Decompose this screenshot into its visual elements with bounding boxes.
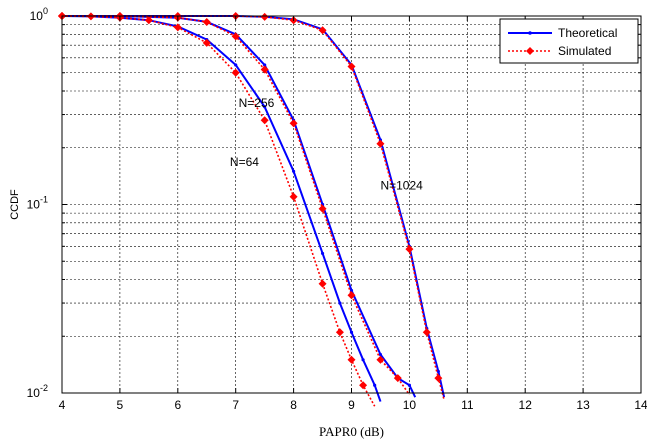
data-point xyxy=(361,358,365,362)
data-point xyxy=(263,63,267,67)
annotations: N=256 N=64 N=1024 xyxy=(230,96,423,193)
data-point-diamond xyxy=(202,38,211,47)
legend-item-simulated: Simulated xyxy=(508,44,611,58)
legend-label: Theoretical xyxy=(558,26,617,40)
legend-marker-diamond xyxy=(526,47,534,55)
data-point-diamond xyxy=(173,23,182,32)
data-point-diamond xyxy=(376,355,385,364)
x-tick-label: 7 xyxy=(232,398,239,412)
x-tick-label: 13 xyxy=(576,398,590,412)
data-point xyxy=(234,63,238,67)
data-point xyxy=(407,383,411,387)
y-tick-label: 10-1 xyxy=(27,195,48,212)
series-line xyxy=(61,15,376,407)
data-point xyxy=(338,301,342,305)
x-axis-label: PAPR0 (dB) xyxy=(319,424,384,439)
legend-box xyxy=(499,18,639,64)
data-point-diamond xyxy=(335,328,344,337)
data-point-diamond xyxy=(260,65,269,74)
y-axis-label: CCDF xyxy=(9,189,21,220)
data-point xyxy=(378,352,383,357)
data-point-diamond xyxy=(289,119,298,128)
data-point-diamond xyxy=(376,139,385,148)
data-point xyxy=(436,369,440,374)
x-tick-label: 12 xyxy=(519,398,533,412)
data-point-diamond xyxy=(318,204,327,213)
data-point-diamond xyxy=(347,355,356,364)
legend-label: Simulated xyxy=(558,44,611,58)
data-point-diamond xyxy=(393,374,402,383)
data-point xyxy=(349,288,354,293)
data-point-diamond xyxy=(144,16,153,25)
data-point-diamond xyxy=(231,68,240,77)
data-point xyxy=(373,383,377,387)
data-point-diamond xyxy=(434,374,443,383)
x-tick-label: 5 xyxy=(117,398,124,412)
data-point-diamond xyxy=(359,381,368,390)
curve-label: N=64 xyxy=(230,155,259,169)
data-point xyxy=(263,105,267,109)
x-tick-label: 6 xyxy=(174,398,181,412)
data-point-diamond xyxy=(202,17,211,26)
x-tick-label: 8 xyxy=(290,398,297,412)
x-tick-label: 14 xyxy=(634,398,647,412)
legend: Theoretical Simulated xyxy=(499,18,639,64)
x-tick-label: 4 xyxy=(59,398,66,412)
legend-item-theoretical: Theoretical xyxy=(508,26,617,40)
data-point-diamond xyxy=(347,62,356,71)
curve-label: N=256 xyxy=(239,96,275,110)
legend-marker xyxy=(528,31,532,35)
data-point xyxy=(292,169,296,173)
axis-ticks: 4 5 6 7 8 9 10 11 12 13 14 100 10-1 10-2 xyxy=(27,6,647,412)
grid xyxy=(62,16,641,393)
data-point-diamond xyxy=(347,291,356,300)
data-point-diamond xyxy=(318,26,327,35)
data-point-diamond xyxy=(260,116,269,125)
data-point-diamond xyxy=(422,328,431,337)
x-tick-label: 10 xyxy=(403,398,417,412)
data-point xyxy=(320,251,325,256)
data-point-diamond xyxy=(405,245,414,254)
y-tick-label: 100 xyxy=(30,6,48,23)
data-point-diamond xyxy=(289,192,298,201)
data-point-diamond xyxy=(318,279,327,288)
x-tick-label: 9 xyxy=(348,398,355,412)
data-point-diamond xyxy=(260,12,269,21)
x-tick-label: 11 xyxy=(461,398,474,412)
curve-label: N=1024 xyxy=(380,179,423,193)
data-point-diamond xyxy=(231,32,240,41)
y-tick-label: 10-2 xyxy=(27,383,48,400)
data-point xyxy=(349,330,354,334)
